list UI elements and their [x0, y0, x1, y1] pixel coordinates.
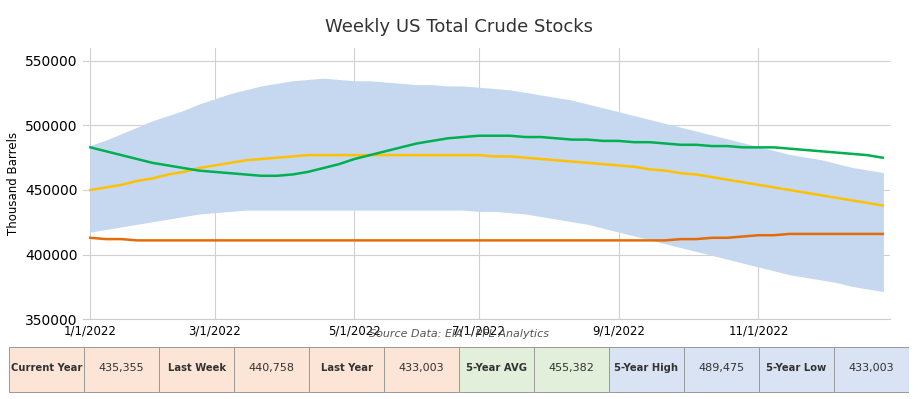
Text: 433,003: 433,003 [398, 363, 444, 373]
Text: 5-Year AVG: 5-Year AVG [466, 363, 527, 373]
Text: 455,382: 455,382 [549, 363, 594, 373]
Bar [84, 347, 159, 393]
Text: Source Data: EIA – PFL Analytics: Source Data: EIA – PFL Analytics [369, 329, 549, 339]
Text: 5-Year High: 5-Year High [614, 363, 678, 373]
Y-axis label: Thousand Barrels: Thousand Barrels [6, 132, 19, 235]
Bar [309, 347, 384, 393]
Bar [834, 347, 909, 393]
Text: Last Year: Last Year [320, 363, 373, 373]
Text: 440,758: 440,758 [249, 363, 295, 373]
Text: Current Year: Current Year [11, 363, 83, 373]
Text: 433,003: 433,003 [848, 363, 894, 373]
Bar [459, 347, 534, 393]
Bar [759, 347, 834, 393]
Bar [609, 347, 684, 393]
Bar [534, 347, 609, 393]
Text: 489,475: 489,475 [699, 363, 744, 373]
Text: 5-Year Low: 5-Year Low [767, 363, 826, 373]
Bar [684, 347, 759, 393]
Bar [159, 347, 234, 393]
Text: Weekly US Total Crude Stocks: Weekly US Total Crude Stocks [325, 18, 593, 36]
Bar [234, 347, 309, 393]
Text: Last Week: Last Week [168, 363, 226, 373]
Bar [9, 347, 84, 393]
Text: 435,355: 435,355 [99, 363, 144, 373]
Bar [384, 347, 459, 393]
